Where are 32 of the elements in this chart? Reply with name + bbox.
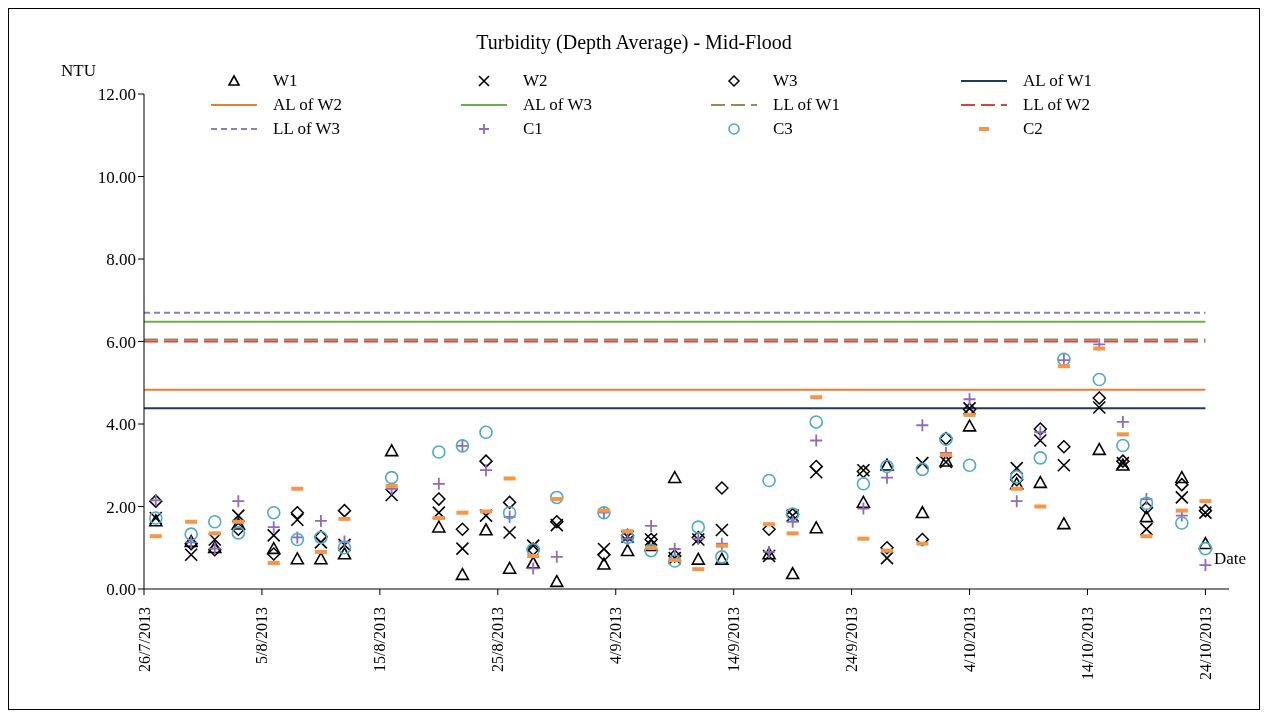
legend-label: LL of W2 — [1023, 95, 1091, 115]
legend-label: C1 — [523, 119, 543, 139]
y-tick-label: 4.00 — [106, 415, 136, 435]
legend-label: W2 — [523, 71, 548, 91]
y-tick-label: 12.00 — [97, 85, 136, 105]
legend-label: W3 — [773, 71, 798, 91]
x-tick-label: 4/10/2013 — [961, 607, 979, 672]
x-tick-label: 14/10/2013 — [1078, 607, 1096, 680]
y-tick-label: 6.00 — [106, 332, 136, 352]
x-tick-label: 24/9/2013 — [843, 607, 861, 672]
x-tick-label: 5/8/2013 — [253, 607, 271, 664]
x-axis-title: Date — [1214, 549, 1247, 569]
x-tick-label: 4/9/2013 — [607, 607, 625, 664]
x-tick-label: 15/8/2013 — [371, 607, 389, 672]
legend-label: AL of W2 — [273, 95, 342, 115]
y-tick-label: 10.00 — [97, 167, 136, 187]
x-tick-label: 26/7/2013 — [135, 607, 153, 672]
x-tick-label: 24/10/2013 — [1196, 607, 1214, 680]
y-tick-label: 8.00 — [106, 250, 136, 270]
legend-label: LL of W3 — [273, 119, 341, 139]
chart-title: Turbidity (Depth Average) - Mid-Flood — [475, 31, 793, 54]
legend-label: LL of W1 — [773, 95, 841, 115]
legend-label: AL of W1 — [1023, 71, 1092, 91]
y-axis-title: NTU — [61, 61, 96, 81]
x-tick-label: 14/9/2013 — [725, 607, 743, 672]
legend-label: W1 — [273, 71, 298, 91]
x-tick-label: 25/8/2013 — [489, 607, 507, 672]
y-tick-label: 0.00 — [106, 580, 136, 600]
y-tick-label: 2.00 — [106, 497, 136, 517]
legend-label: C2 — [1023, 119, 1043, 139]
legend-label: AL of W3 — [523, 95, 592, 115]
legend-label: C3 — [773, 119, 793, 139]
